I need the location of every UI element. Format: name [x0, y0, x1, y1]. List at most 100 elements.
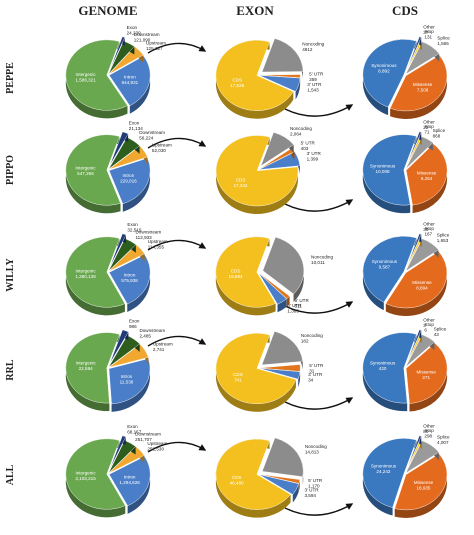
slice-label-splice: Splice [437, 435, 450, 440]
slice-5-utr [258, 272, 290, 299]
slice-cds [215, 236, 276, 308]
slice-side-intron [111, 358, 150, 412]
slice-side-3-utr [277, 298, 287, 313]
slice-value-synonimous: 8,892 [378, 69, 390, 74]
slice-value-splice: 43 [434, 332, 440, 337]
slice-label-3-utr: 3' UTR [308, 372, 323, 377]
arrow-genome-to-exon [147, 42, 207, 54]
slice-label-stop: Stop [424, 226, 434, 231]
slice-value-intron: 11,538 [120, 380, 134, 385]
slice-label-exon: Exon [127, 222, 138, 227]
slice-label-downstream: Downstream [134, 32, 160, 37]
slice-synonimous [362, 134, 417, 206]
slice-cds [215, 40, 294, 111]
slice-label-missense: Missense [414, 480, 434, 485]
slice-side-5-utr [298, 479, 300, 492]
slice-splice [405, 238, 439, 272]
slice-3-utr [259, 151, 301, 170]
arrow-genome-to-exon [147, 239, 207, 251]
slice-value-3-utr: 3,594 [304, 493, 316, 498]
slice-value-missense: 271 [422, 375, 430, 380]
slice-value-noncoding: 10,011 [311, 260, 325, 265]
slice-value-upstream: 125,327 [146, 46, 163, 51]
slice-side-missense [409, 343, 448, 412]
row-label-rrl: RRL [5, 359, 16, 380]
arrow-genome-to-exon [147, 441, 207, 453]
slice-side-missense [394, 453, 447, 518]
slice-side-3-utr [295, 78, 301, 100]
slice-label-3-utr: 3' UTR [304, 488, 319, 493]
slice-label-exon: Exon [127, 424, 138, 429]
slice-label-noncoding: Noncoding [302, 42, 324, 47]
slice-label-noncoding: Noncoding [311, 254, 333, 259]
slice-3-utr [259, 75, 301, 92]
slice-label-upstream: Upstream [148, 239, 168, 244]
slice-5-utr [259, 74, 301, 79]
slice-value-splice: 1,653 [437, 238, 449, 243]
slice-value-exon: 32,519 [127, 228, 141, 233]
slice-label-upstream: Upstream [153, 342, 173, 347]
slice-label-other: Other [423, 120, 435, 125]
slice-value-5-utr: 403 [301, 146, 309, 151]
slice-value-other: 37 [423, 30, 429, 35]
slice-value-splice: 868 [433, 133, 441, 138]
slice-value-5-utr: 31 [309, 368, 315, 373]
slice-value-intron: 644,931 [122, 80, 139, 85]
slice-label-3-utr: 3' UTR [307, 82, 322, 87]
slice-side-cds [215, 236, 276, 316]
arrow-exon-to-cds [284, 503, 354, 516]
slice-value-exon: 986 [129, 324, 137, 329]
slice-label-stop: Stop [424, 428, 434, 433]
slice-value-upstream: 2,741 [153, 347, 165, 352]
slice-value-exon: 21,134 [129, 126, 143, 131]
slice-value-downstream: 251,707 [135, 437, 152, 442]
arrow-exon-to-cds [284, 104, 354, 117]
arrow-genome-to-exon [147, 137, 207, 149]
slice-intron [108, 254, 151, 305]
slice-splice [405, 41, 440, 75]
slice-exon [109, 329, 129, 364]
slice-label-upstream: Upstream [152, 142, 172, 147]
slice-synonimous [362, 332, 417, 404]
slice-other [406, 329, 422, 364]
slice-value-other: 80 [423, 429, 429, 434]
slice-5-utr [259, 474, 300, 484]
slice-label-noncoding: Noncoding [301, 333, 323, 338]
header-genome: GENOME [78, 3, 137, 18]
slice-intron [108, 358, 151, 405]
slice-cds [215, 333, 297, 405]
slice-missense [389, 55, 448, 112]
slice-value-downstream: 56,224 [139, 135, 153, 140]
slice-label-stop: Stop [424, 29, 434, 34]
slice-label-cds: CDS [232, 475, 242, 480]
slice-value-3-utr: 34 [308, 378, 314, 383]
slice-label-intergenic: Intergenic [75, 268, 96, 273]
slice-side-intron [122, 158, 151, 212]
slice-label-splice: Splice [434, 326, 447, 331]
slice-label-missense: Missense [416, 370, 436, 375]
slice-label-splice: Splice [433, 128, 446, 133]
slice-value-cds: 19,884 [229, 274, 243, 279]
slice-value-cds: 17,341 [234, 183, 248, 188]
slice-other [406, 36, 422, 71]
slice-label-cds: CDS [232, 77, 242, 82]
slice-label-5-utr: 5' UTR [309, 363, 324, 368]
slice-value-intergenic: 1,380,138 [75, 274, 96, 279]
slice-value-intron: 229,016 [120, 179, 137, 184]
slice-value-noncoding: 182 [301, 338, 309, 343]
slice-cds [215, 438, 291, 510]
arrow-genome-to-exon [147, 335, 207, 347]
slice-label-other: Other [423, 222, 435, 227]
slice-value-3-utr: 1,363 [287, 309, 299, 314]
slice-label-cds: CDS [233, 372, 243, 377]
slice-value-upstream: 114,355 [148, 245, 165, 250]
slice-value-missense: 7,508 [417, 88, 429, 93]
slice-label-intron: Intron [124, 75, 136, 80]
